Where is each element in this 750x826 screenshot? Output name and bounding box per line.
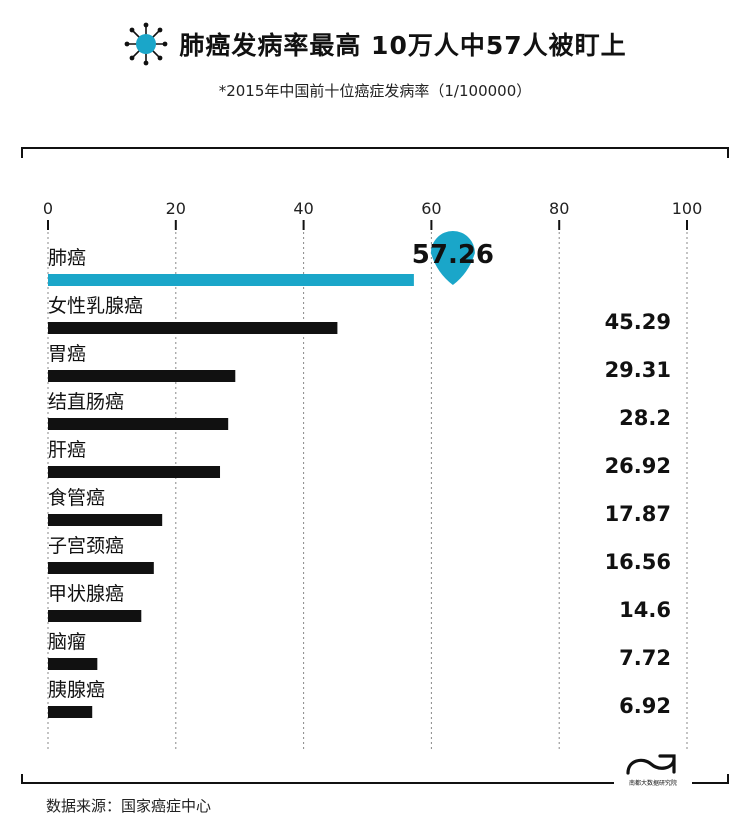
- bar: [48, 658, 98, 670]
- bar: [48, 322, 338, 334]
- value-label: 29.31: [605, 358, 671, 382]
- category-label: 胃癌: [48, 343, 86, 365]
- value-label: 16.56: [605, 550, 671, 574]
- value-label: 17.87: [605, 502, 671, 526]
- tick-label: 100: [672, 199, 703, 218]
- tick-label: 60: [421, 199, 441, 218]
- bars: 肺癌 57.26 女性乳腺癌 45.29 胃癌 29.31 结直肠癌 28.2 肝癌 26.92 食…: [48, 231, 671, 718]
- frame-bottom-right: [692, 774, 729, 784]
- value-label: 57.26: [412, 240, 494, 270]
- category-label: 子宫颈癌: [48, 535, 124, 557]
- category-label: 甲状腺癌: [48, 583, 124, 605]
- value-label: 14.6: [619, 598, 671, 622]
- grid-lines: [47, 222, 688, 750]
- data-source: 数据来源：国家癌症中心: [46, 797, 212, 815]
- tick-label: 0: [43, 199, 53, 218]
- category-label: 肝癌: [48, 439, 86, 461]
- bar: [48, 562, 154, 574]
- frame-top: [21, 147, 729, 158]
- highlight-marker: [430, 231, 475, 285]
- tick-label: 40: [293, 199, 313, 218]
- category-label: 脑瘤: [48, 631, 86, 653]
- value-label: 7.72: [619, 646, 671, 670]
- x-axis: 0 20 40 60 80 100: [43, 199, 702, 230]
- category-label: 食管癌: [48, 487, 105, 509]
- category-label: 结直肠癌: [48, 391, 124, 413]
- bar-highlight: [48, 274, 414, 286]
- frame-bottom-left: [21, 774, 614, 784]
- category-label: 女性乳腺癌: [48, 295, 143, 317]
- value-label: 45.29: [605, 310, 671, 334]
- bar: [48, 466, 221, 478]
- logo: 南都大数据研究院: [626, 754, 677, 787]
- virus-icon: [124, 22, 168, 66]
- bar: [48, 514, 163, 526]
- logo-mark: [626, 754, 676, 775]
- chart-title: 肺癌发病率最高 10万人中57人被盯上: [179, 31, 627, 60]
- bar: [48, 706, 93, 718]
- title-row: 肺癌发病率最高 10万人中57人被盯上: [0, 22, 750, 66]
- category-label: 肺癌: [48, 247, 86, 269]
- bar: [48, 370, 236, 382]
- bar: [48, 610, 142, 622]
- chart-subtitle: *2015年中国前十位癌症发病率（1/100000）: [218, 82, 532, 100]
- value-label: 6.92: [619, 694, 671, 718]
- value-label: 26.92: [605, 454, 671, 478]
- value-label: 28.2: [619, 406, 671, 430]
- category-label: 胰腺癌: [48, 679, 105, 701]
- tick-label: 80: [549, 199, 569, 218]
- bar: [48, 418, 229, 430]
- tick-label: 20: [166, 199, 186, 218]
- logo-text: 南都大数据研究院: [629, 779, 677, 787]
